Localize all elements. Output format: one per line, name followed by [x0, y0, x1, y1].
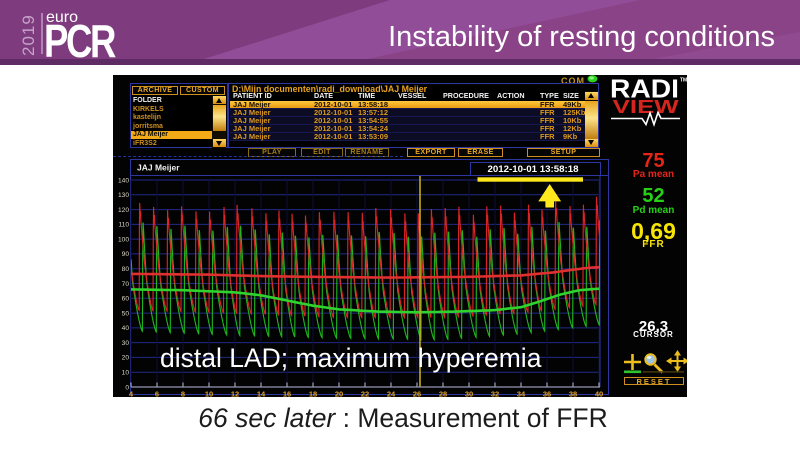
svg-text:10: 10	[205, 390, 213, 398]
svg-text:130: 130	[118, 192, 129, 199]
svg-text:VIEW: VIEW	[613, 97, 679, 117]
svg-text:14: 14	[257, 390, 266, 398]
svg-text:30: 30	[465, 390, 473, 398]
svg-text:38: 38	[569, 390, 577, 398]
svg-text:110: 110	[118, 222, 129, 229]
svg-text:20: 20	[122, 355, 130, 362]
svg-text:24: 24	[387, 390, 396, 398]
svg-text:RADI: RADI	[610, 75, 679, 104]
svg-text:36: 36	[543, 390, 551, 398]
svg-text:40: 40	[122, 325, 130, 332]
svg-text:20: 20	[335, 390, 343, 398]
svg-text:6: 6	[155, 390, 159, 398]
svg-text:80: 80	[122, 266, 130, 273]
svg-text:26: 26	[413, 390, 421, 398]
svg-text:120: 120	[118, 207, 129, 214]
svg-text:18: 18	[309, 390, 317, 398]
svg-text:70: 70	[122, 281, 130, 288]
svg-text:100: 100	[118, 236, 129, 243]
svg-text:8: 8	[181, 390, 185, 398]
svg-text:4: 4	[129, 390, 134, 398]
svg-text:12: 12	[231, 390, 239, 398]
svg-text:32: 32	[491, 390, 499, 398]
svg-text:90: 90	[122, 251, 130, 258]
svg-text:50: 50	[122, 310, 130, 317]
svg-text:22: 22	[361, 390, 369, 398]
svg-text:JAJ Meijer: JAJ Meijer	[137, 163, 180, 173]
svg-text:2012-10-01 13:58:18: 2012-10-01 13:58:18	[488, 163, 579, 174]
svg-text:34: 34	[517, 390, 526, 398]
svg-text:16: 16	[283, 390, 291, 398]
svg-text:60: 60	[122, 296, 130, 303]
svg-text:40: 40	[595, 390, 603, 398]
svg-text:10: 10	[122, 370, 130, 377]
svg-text:30: 30	[122, 340, 130, 347]
svg-text:TM: TM	[680, 78, 687, 84]
svg-text:0: 0	[125, 384, 129, 391]
svg-text:140: 140	[118, 177, 129, 184]
svg-text:28: 28	[439, 390, 447, 398]
